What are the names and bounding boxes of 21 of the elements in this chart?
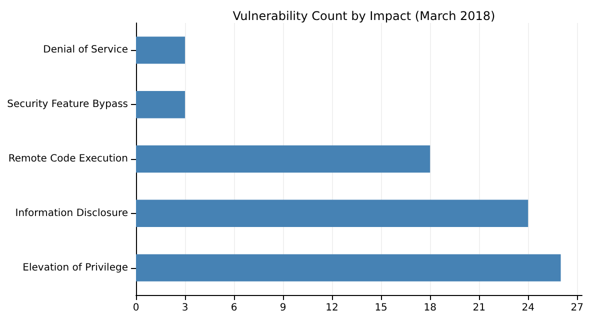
bar [136, 91, 186, 118]
x-tick-label: 18 [424, 302, 436, 314]
x-tick-label: 3 [182, 302, 188, 314]
bar [136, 145, 430, 173]
bar [136, 36, 186, 64]
x-tick-label: 15 [374, 302, 388, 314]
y-tick-label: Denial of Service [43, 44, 128, 56]
y-tick-label: Elevation of Privilege [22, 262, 128, 274]
x-tick-label: 27 [570, 302, 584, 314]
y-tick-label: Information Disclosure [15, 208, 128, 219]
x-tick-label: 0 [132, 302, 140, 314]
y-tick-label: Remote Code Execution [8, 154, 128, 164]
y-tick-label: Security Feature Bypass [7, 99, 128, 110]
x-tick-label: 6 [230, 302, 238, 314]
x-tick-label: 24 [522, 302, 534, 314]
x-tick-label: 9 [280, 302, 286, 314]
bar [136, 200, 528, 227]
chart-title: Vulnerability Count by Impact (March 2018) [232, 9, 496, 23]
x-tick-label: 21 [472, 302, 486, 314]
bar [136, 254, 561, 282]
x-tick-label: 12 [326, 302, 338, 314]
